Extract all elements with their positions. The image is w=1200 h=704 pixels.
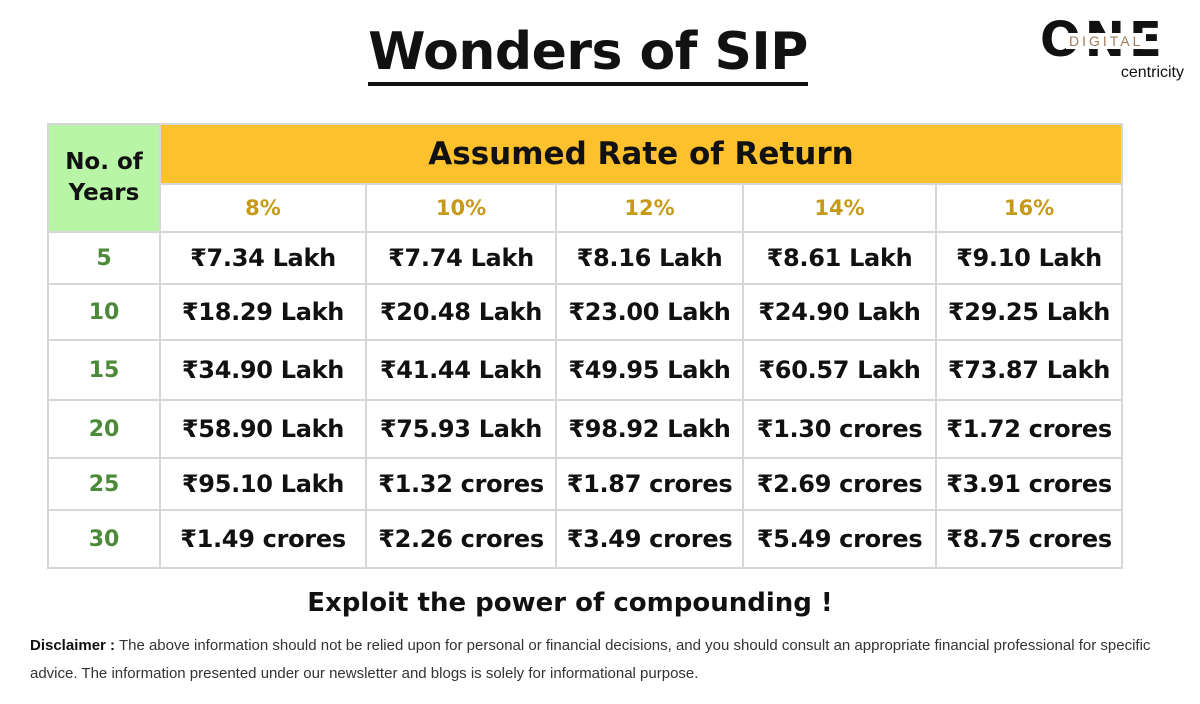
brand-logo: ONE DIGITAL centricity (1040, 12, 1184, 86)
value-cell: ₹24.90 Lakh (742, 283, 937, 341)
rate-column-header: 12% (555, 183, 744, 233)
value-cell: ₹2.26 crores (365, 509, 557, 569)
logo-sub-text: centricity (1120, 64, 1184, 81)
value-cell: ₹98.92 Lakh (555, 399, 744, 459)
value-cell: ₹7.34 Lakh (159, 231, 367, 285)
value-cell: ₹5.49 crores (742, 509, 937, 569)
years-column-header: No. of Years (47, 123, 161, 233)
value-cell: ₹8.61 Lakh (742, 231, 937, 285)
value-cell: ₹58.90 Lakh (159, 399, 367, 459)
value-cell: ₹1.32 crores (365, 457, 557, 511)
years-cell: 10 (47, 283, 161, 341)
table-row: 15 ₹34.90 Lakh ₹41.44 Lakh ₹49.95 Lakh ₹60.5… (47, 339, 1123, 401)
value-cell: ₹1.87 crores (555, 457, 744, 511)
disclaimer: Disclaimer : The above information shoul… (30, 632, 1170, 688)
value-cell: ₹1.49 crores (159, 509, 367, 569)
value-cell: ₹3.91 crores (935, 457, 1123, 511)
disclaimer-text: The above information should not be reli… (30, 637, 1151, 682)
value-cell: ₹29.25 Lakh (935, 283, 1123, 341)
value-cell: ₹23.00 Lakh (555, 283, 744, 341)
years-cell: 20 (47, 399, 161, 459)
value-cell: ₹1.72 crores (935, 399, 1123, 459)
value-cell: ₹1.30 crores (742, 399, 937, 459)
value-cell: ₹2.69 crores (742, 457, 937, 511)
value-cell: ₹18.29 Lakh (159, 283, 367, 341)
rate-column-header: 10% (365, 183, 557, 233)
table-row: 20 ₹58.90 Lakh ₹75.93 Lakh ₹98.92 Lakh ₹1.30… (47, 399, 1123, 459)
disclaimer-label: Disclaimer : (30, 637, 116, 654)
value-cell: ₹8.16 Lakh (555, 231, 744, 285)
rate-column-header: 16% (935, 183, 1123, 233)
value-cell: ₹34.90 Lakh (159, 339, 367, 401)
table-row: 25 ₹95.10 Lakh ₹1.32 crores ₹1.87 crores ₹2.… (47, 457, 1123, 511)
value-cell: ₹49.95 Lakh (555, 339, 744, 401)
value-cell: ₹20.48 Lakh (365, 283, 557, 341)
rate-column-header: 14% (742, 183, 937, 233)
rate-of-return-header: Assumed Rate of Return (159, 123, 1123, 185)
page-title: Wonders of SIP (0, 22, 1176, 86)
rate-column-header: 8% (159, 183, 367, 233)
table-row: 30 ₹1.49 crores ₹2.26 crores ₹3.49 crores ₹5… (47, 509, 1123, 569)
page-title-text: Wonders of SIP (368, 22, 808, 86)
years-cell: 5 (47, 231, 161, 285)
years-cell: 25 (47, 457, 161, 511)
value-cell: ₹75.93 Lakh (365, 399, 557, 459)
value-cell: ₹7.74 Lakh (365, 231, 557, 285)
value-cell: ₹95.10 Lakh (159, 457, 367, 511)
years-cell: 15 (47, 339, 161, 401)
table-header-row: No. of Years Assumed Rate of Return (47, 123, 1123, 233)
table-row: 10 ₹18.29 Lakh ₹20.48 Lakh ₹23.00 Lakh ₹24.9… (47, 283, 1123, 341)
sip-returns-table: No. of Years Assumed Rate of Return 8% 10… (47, 123, 1123, 569)
value-cell: ₹9.10 Lakh (935, 231, 1123, 285)
logo-overlay-text: DIGITAL (1066, 33, 1147, 49)
tagline: Exploit the power of compounding ! (307, 588, 833, 618)
value-cell: ₹60.57 Lakh (742, 339, 937, 401)
value-cell: ₹73.87 Lakh (935, 339, 1123, 401)
value-cell: ₹3.49 crores (555, 509, 744, 569)
table-row: 5 ₹7.34 Lakh ₹7.74 Lakh ₹8.16 Lakh ₹8.61 Lak… (47, 231, 1123, 285)
rate-subheader-row: 8% 10% 12% 14% 16% (48, 183, 1123, 233)
value-cell: ₹41.44 Lakh (365, 339, 557, 401)
value-cell: ₹8.75 crores (935, 509, 1123, 569)
years-cell: 30 (47, 509, 161, 569)
